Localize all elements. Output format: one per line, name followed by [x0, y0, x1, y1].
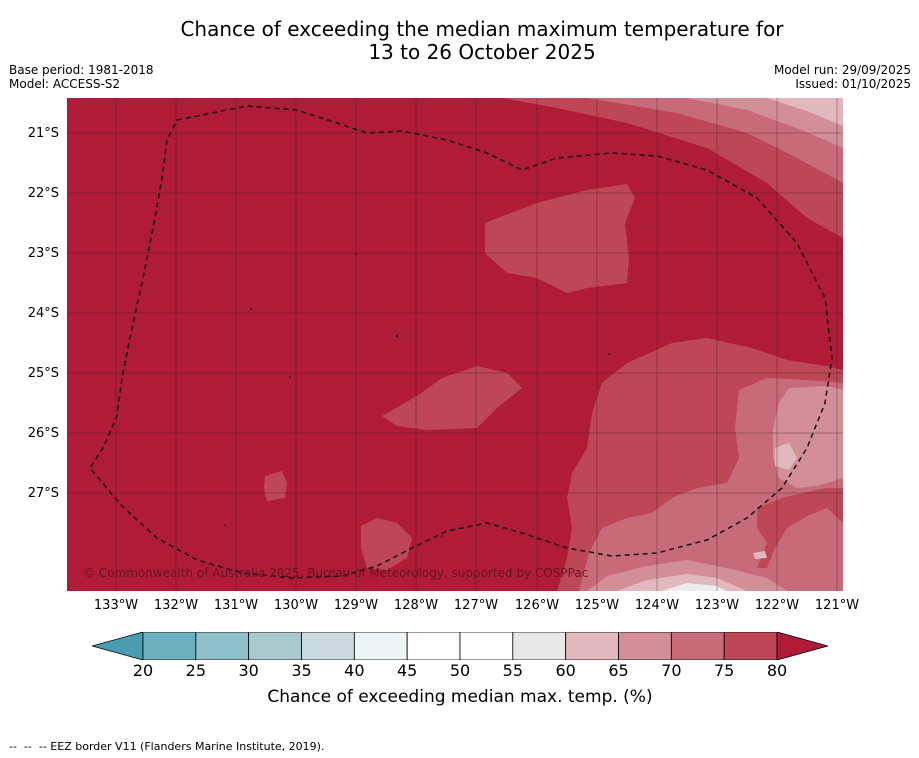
- colorbar-segment: [353, 632, 408, 660]
- map-title: Chance of exceeding the median maximum t…: [0, 18, 919, 64]
- colorbar-segment: [195, 632, 250, 660]
- lat-label: 21°S: [27, 126, 59, 141]
- map-panel: © Commonwealth of Australia 2025, Bureau…: [67, 98, 843, 591]
- band-65-top-right: [687, 98, 843, 148]
- lon-label: 123°W: [694, 598, 740, 613]
- lat-label: 23°S: [27, 246, 59, 261]
- lon-label: 130°W: [273, 598, 319, 613]
- colorbar-tick-label: 40: [344, 661, 365, 680]
- colorbar-tick-label: 35: [291, 661, 312, 680]
- lat-label: 24°S: [27, 306, 59, 321]
- lat-label: 22°S: [27, 186, 59, 201]
- gridlines: [67, 98, 843, 591]
- copyright-text: © Commonwealth of Australia 2025, Bureau…: [83, 566, 588, 580]
- lon-label: 121°W: [814, 598, 860, 613]
- issued-date: Issued: 01/10/2025: [795, 77, 911, 91]
- colorbar-tick-label: 65: [608, 661, 629, 680]
- band-75-mid-blob: [382, 366, 522, 430]
- eez-footnote: -- -- -- EEZ border V11 (Flanders Marine…: [9, 740, 325, 753]
- band-75-center-blob: [485, 184, 635, 293]
- colorbar-segment: [512, 632, 567, 660]
- model-run: Model run: 29/09/2025: [773, 63, 911, 77]
- title-line-2: 13 to 26 October 2025: [368, 40, 596, 64]
- colorbar-extend-high: [776, 632, 828, 660]
- band-60-top-right: [767, 98, 843, 126]
- colorbar-segment: [723, 632, 778, 660]
- lon-label: 125°W: [574, 598, 620, 613]
- lon-label: 133°W: [93, 598, 139, 613]
- colorbar-tick-label: 45: [396, 661, 418, 680]
- lon-label: 128°W: [393, 598, 439, 613]
- lon-label: 122°W: [754, 598, 800, 613]
- lon-label: 129°W: [333, 598, 379, 613]
- colorbar: [92, 632, 828, 660]
- colorbar-segment: [248, 632, 302, 660]
- band-75-small-patch: [264, 471, 287, 501]
- colorbar-tick-label: 60: [555, 661, 576, 680]
- band-60-small-east: [775, 443, 797, 470]
- colorbar-tick-label: 55: [502, 661, 524, 680]
- colorbar-segment: [618, 632, 672, 660]
- eez-border: [89, 105, 833, 579]
- colorbar-title: Chance of exceeding median max. temp. (%…: [267, 687, 653, 707]
- lon-label: 126°W: [514, 598, 560, 613]
- colorbar-tick-label: 75: [713, 661, 735, 680]
- colorbar-tick-label: 70: [661, 661, 682, 680]
- colorbar-segment: [406, 632, 461, 660]
- meta-left: Base period: 1981-2018 Model: ACCESS-S2: [9, 63, 154, 91]
- colorbar-extend-low: [92, 632, 144, 660]
- lat-label: 27°S: [27, 486, 59, 501]
- colorbar-tick-label: 20: [132, 661, 154, 680]
- base-period: Base period: 1981-2018: [9, 63, 154, 77]
- lat-label: 25°S: [27, 366, 59, 381]
- lat-label: 26°S: [27, 426, 59, 441]
- colorbar-segment: [142, 632, 197, 660]
- island-markers: [224, 253, 610, 537]
- lon-label: 124°W: [634, 598, 680, 613]
- colorbar-tick-label: 80: [766, 661, 788, 680]
- lon-label: 132°W: [153, 598, 199, 613]
- band-55-bottom: [662, 583, 727, 591]
- title-line-1: Chance of exceeding the median maximum t…: [180, 17, 784, 41]
- meta-right: Model run: 29/09/2025 Issued: 01/10/2025: [774, 63, 911, 91]
- colorbar-tick-label: 30: [238, 661, 259, 680]
- colorbar-segment: [670, 632, 725, 660]
- colorbar-segment: [459, 632, 514, 660]
- band-60-spot: [753, 551, 767, 559]
- model-name: Model: ACCESS-S2: [9, 77, 121, 91]
- lon-label: 131°W: [213, 598, 259, 613]
- band-75-bottom-left: [361, 518, 412, 570]
- colorbar-segment: [565, 632, 619, 660]
- colorbar-tick-label: 25: [185, 661, 207, 680]
- band-65-east: [773, 386, 843, 488]
- colorbar-segment: [301, 632, 355, 660]
- lon-label: 127°W: [453, 598, 499, 613]
- colorbar-tick-label: 50: [449, 661, 471, 680]
